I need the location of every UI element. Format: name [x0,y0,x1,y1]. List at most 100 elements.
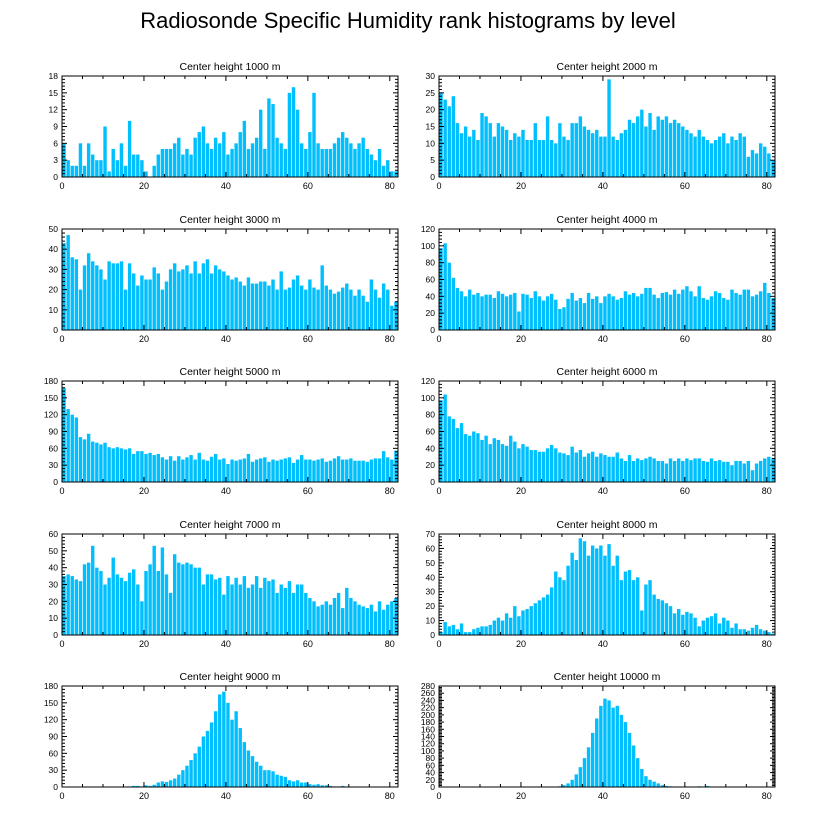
histogram-bar [767,456,771,482]
histogram-bar [349,458,353,482]
histogram-bar [193,137,197,177]
histogram-bar [738,133,742,177]
histogram-bar [164,281,169,330]
histogram-bar [291,87,296,177]
histogram-bar [213,137,218,177]
histogram-bar [263,770,267,787]
panel-8: Center height 8000 m 0 20 40 60 80 0 10 20 30 40 50… [426,519,776,649]
histogram-bar [312,92,316,177]
histogram-bar [353,601,357,635]
x-tick-label: 60 [680,639,690,649]
histogram-bar [726,299,730,330]
histogram-bar [144,785,148,787]
histogram-bar [644,287,648,330]
histogram-bar [132,453,136,482]
histogram-bar [447,262,451,330]
histogram-bar [451,418,456,483]
histogram-bar [652,458,656,482]
x-tick-label: 80 [385,639,395,649]
histogram-bar [201,736,206,787]
y-tick-label: 20 [426,775,436,785]
histogram-bar [451,277,456,330]
histogram-bar [115,447,120,482]
histogram-bar [603,698,607,788]
histogram-bar [468,435,472,482]
x-tick-label: 60 [303,791,313,801]
histogram-bar [78,581,83,635]
histogram-bar [463,434,468,482]
histogram-bar [578,298,583,330]
y-tick-label: 150 [44,698,58,708]
histogram-bar [537,139,542,177]
histogram-bar [754,294,759,330]
histogram-bar [111,448,115,482]
histogram-bar [365,608,369,635]
x-tick-label: 80 [762,486,772,496]
histogram-bar [443,99,447,177]
histogram-bar [705,461,710,482]
histogram-bar [263,457,267,482]
histogram-bar [640,109,644,177]
histogram-bar [86,143,91,177]
histogram-bar [287,287,292,330]
histogram-bar [213,453,218,482]
histogram-bar [336,291,341,330]
histogram-bar [357,460,361,482]
y-tick-label: 30 [426,71,436,81]
histogram-bar [99,444,103,482]
y-tick-label: 120 [421,376,435,386]
plot-frame [61,228,399,331]
histogram-bar [484,626,488,635]
histogram-bar [644,776,648,787]
histogram-bar [558,123,562,177]
y-tick-label: 10 [49,613,59,623]
histogram-bar [459,133,464,177]
histogram-bar [242,576,247,635]
x-tick-label: 20 [516,639,526,649]
histogram-bar [590,451,595,482]
histogram-bar [644,126,648,177]
histogram-bar [259,281,263,330]
x-tick-label: 0 [436,181,441,191]
histogram-bar [611,456,615,482]
histogram-bar [140,275,144,330]
histogram-bar [70,414,74,482]
histogram-bar [701,136,705,177]
histogram-bar [373,611,378,635]
histogram-bar [324,785,328,787]
x-tick-label: 40 [221,486,231,496]
x-tick-label: 80 [762,791,772,801]
histogram-bar [373,289,378,330]
y-tick-label: 0 [430,782,435,792]
histogram-bar [750,470,755,482]
histogram-bar [222,594,226,635]
histogram-bar [127,120,132,177]
histogram-bar [439,632,443,635]
histogram-bar [226,154,230,177]
x-tick-label: 40 [598,486,608,496]
histogram-bar [689,133,693,177]
histogram-bar [509,294,513,330]
histogram-bar [328,460,333,482]
histogram-bar [156,273,160,330]
x-tick-label: 0 [59,334,64,344]
histogram-bar [332,293,337,330]
histogram-bar [95,265,99,330]
histogram-bar [381,165,386,177]
histogram-bar [320,458,324,482]
histogram-bar [656,298,660,330]
histogram-bar [488,123,492,177]
histogram-bar [300,143,304,177]
histogram-bar [681,460,685,482]
histogram-bar [283,776,288,787]
histogram-bar [517,136,521,177]
histogram-bar [197,452,201,482]
histogram-bar [734,460,738,482]
histogram-bar [193,459,197,482]
y-tick-label: 50 [49,546,59,556]
histogram-bar [672,613,677,635]
histogram-bar [213,711,218,787]
histogram-bar [365,301,369,330]
y-tick-label: 20 [426,308,436,318]
panel-title: Center height 3000 m [180,214,281,226]
